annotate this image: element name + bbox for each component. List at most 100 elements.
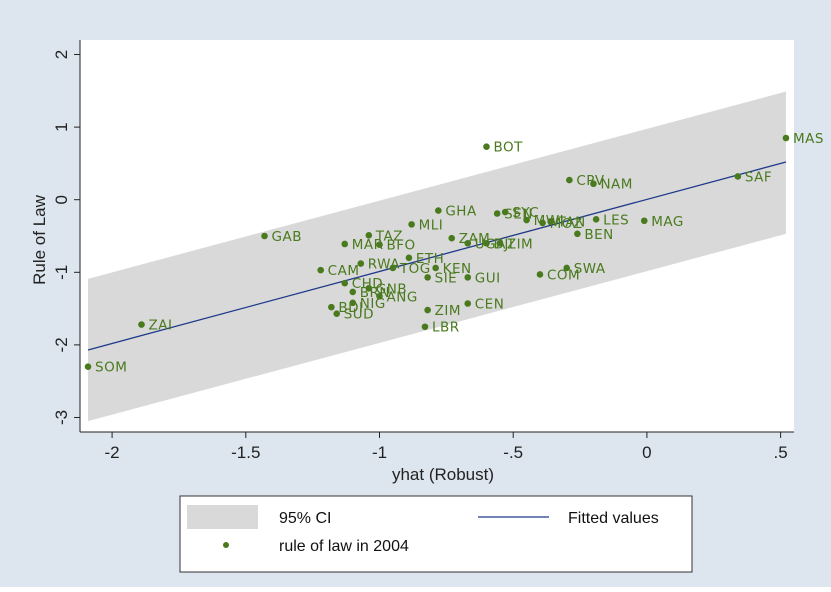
data-point: CAM — [317, 263, 359, 279]
point-marker — [349, 288, 357, 296]
data-point: LES — [592, 212, 629, 228]
point-label: CAM — [328, 263, 360, 279]
point-label: TOG — [399, 261, 431, 277]
point-label: COM — [547, 267, 580, 283]
fitted-line-layer — [87, 161, 787, 351]
point-label: CEN — [475, 297, 505, 313]
point-marker — [421, 323, 429, 331]
point-label: ZIM — [435, 303, 461, 319]
ticks: -2 -1.5 -1 -.5 0 .5 -3 -2 -1 0 1 2 — [52, 50, 788, 462]
point-label: MAG — [651, 214, 684, 230]
point-label: LBR — [432, 320, 460, 336]
point-marker — [493, 210, 501, 217]
axes — [79, 40, 794, 433]
point-marker — [547, 218, 554, 225]
data-point: TAZ — [365, 228, 402, 244]
point-label: BDI — [338, 300, 363, 316]
point-marker — [84, 363, 92, 370]
data-point: UGA — [464, 236, 506, 252]
data-point: TOG — [389, 261, 431, 277]
data-point: ZIM — [496, 236, 533, 252]
x-tick-label: -1.5 — [231, 443, 260, 462]
point-marker — [341, 240, 349, 248]
data-point: GUI — [464, 270, 500, 286]
data-point: COM — [536, 267, 580, 283]
data-point: GHA — [435, 204, 476, 220]
data-point: BFO — [376, 238, 415, 254]
data-point: MOZ — [539, 216, 582, 232]
x-tick-label: .5 — [774, 443, 788, 462]
legend-box — [179, 495, 693, 573]
point-label: MAS — [793, 131, 824, 147]
data-point: DJI — [483, 236, 513, 252]
legend-label-fitted: Fitted values — [568, 510, 659, 527]
point-marker — [435, 207, 442, 214]
data-point: MAS — [782, 131, 824, 147]
points-layer: MASBOTSAFCPVNAMGHASENSYCLESMAGMWIMOZTANM… — [84, 131, 824, 376]
point-marker — [590, 180, 597, 188]
point-label: BEN — [584, 227, 613, 243]
data-point: ZIM — [424, 303, 461, 319]
point-marker — [376, 292, 383, 300]
point-label: UGA — [475, 236, 506, 252]
data-point: NIG — [349, 296, 385, 312]
point-marker — [563, 264, 570, 272]
data-point: CEN — [464, 297, 504, 313]
point-marker — [640, 217, 648, 225]
point-label: DJI — [493, 236, 513, 252]
data-point: BDI — [328, 300, 363, 316]
data-point: SOM — [84, 360, 127, 376]
point-marker — [592, 216, 600, 223]
point-marker — [496, 239, 504, 247]
data-point: GAB — [261, 229, 301, 245]
point-label: LES — [603, 212, 629, 228]
point-label: BOT — [493, 140, 523, 156]
point-marker — [566, 176, 573, 184]
y-tick-label: 2 — [52, 50, 71, 59]
data-point: MAR — [341, 237, 383, 253]
data-point: SUD — [333, 307, 374, 323]
legend-ci-swatch — [187, 505, 258, 529]
point-marker — [389, 264, 397, 272]
point-label: BFO — [387, 238, 416, 254]
legend-label-points: rule of law in 2004 — [279, 538, 409, 555]
point-marker — [464, 274, 472, 281]
point-marker — [539, 219, 546, 227]
point-marker — [261, 232, 268, 240]
point-label: SWA — [574, 261, 606, 277]
data-point: BEN — [574, 227, 613, 243]
point-marker — [483, 239, 490, 247]
point-marker — [448, 234, 456, 242]
fitted-line — [87, 161, 787, 351]
point-label: ZAI — [149, 318, 173, 334]
point-marker — [138, 321, 145, 328]
point-marker — [501, 208, 509, 216]
point-marker — [365, 284, 373, 292]
data-point: ANG — [376, 289, 417, 305]
point-label: SYC — [512, 205, 539, 221]
point-label: ZIM — [507, 236, 533, 252]
point-label: TAN — [557, 214, 586, 230]
point-marker — [317, 266, 324, 274]
y-tick-label: -3 — [52, 410, 71, 425]
point-marker — [782, 134, 790, 142]
point-label: RWA — [368, 257, 400, 273]
x-tick-label: -2 — [105, 443, 120, 462]
legend-label-ci: 95% CI — [279, 510, 331, 527]
data-point: CHD — [341, 276, 383, 292]
legend: 95% CI Fitted values rule of law in 2004 — [179, 495, 693, 573]
point-marker — [574, 230, 581, 238]
point-marker — [349, 299, 357, 307]
point-label: MLI — [419, 217, 444, 233]
point-marker — [405, 254, 413, 262]
data-point: NAM — [590, 177, 632, 193]
point-label: CHD — [352, 276, 383, 292]
x-tick-label: 0 — [642, 443, 651, 462]
point-label: MAR — [352, 237, 384, 253]
data-point: MAG — [640, 214, 684, 230]
point-marker — [357, 260, 365, 267]
data-point: SYC — [501, 205, 539, 221]
point-marker — [328, 303, 335, 311]
